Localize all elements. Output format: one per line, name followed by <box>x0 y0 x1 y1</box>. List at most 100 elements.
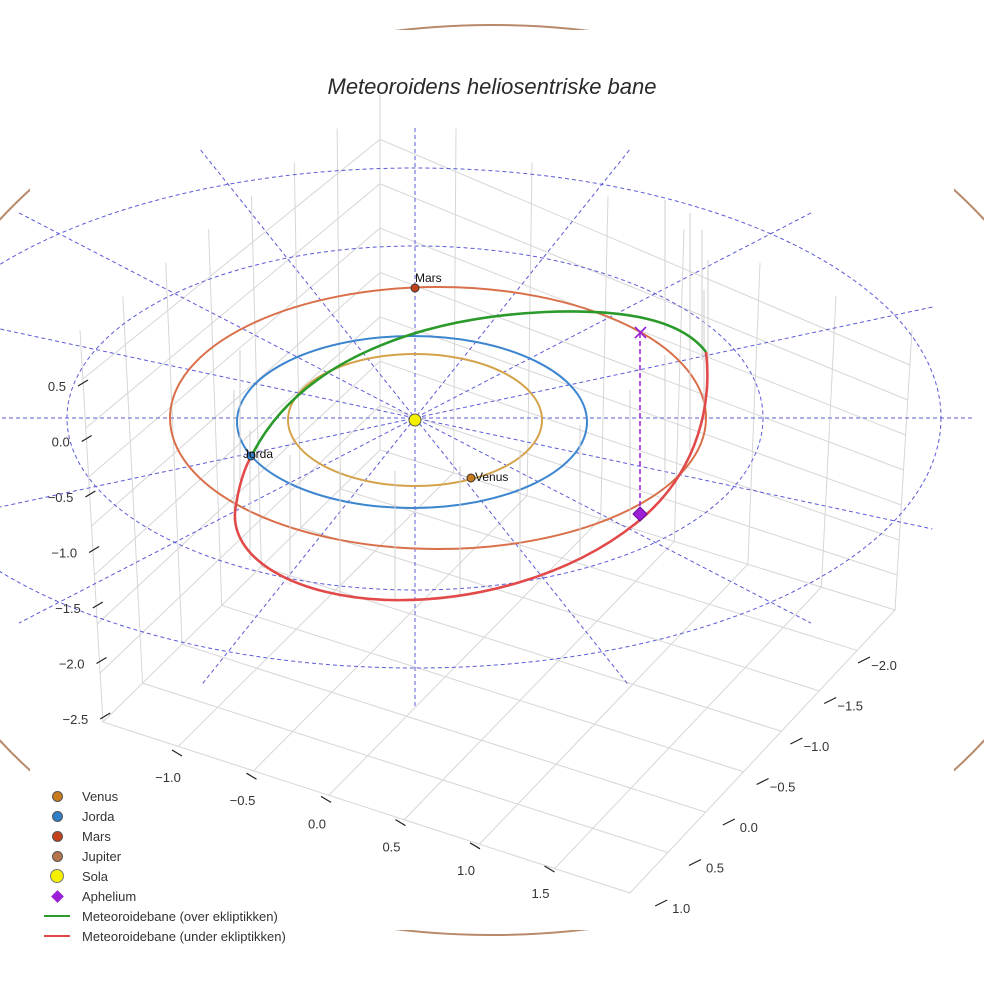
venus-label: Venus <box>475 470 508 484</box>
sun-marker-icon <box>50 869 64 883</box>
ecliptic-spoke <box>18 212 812 624</box>
meteoroid-orbit-above <box>250 310 708 456</box>
mars-label: Mars <box>415 271 442 285</box>
y-tick <box>688 858 702 867</box>
chart-title: Meteoroidens heliosentriske bane <box>327 74 657 99</box>
z-tick <box>88 545 100 554</box>
red-line-icon <box>44 935 70 937</box>
legend-label: Jorda <box>82 808 115 824</box>
earth-marker <box>246 451 256 461</box>
legend-label: Venus <box>82 788 119 804</box>
x-tick <box>469 842 481 850</box>
floor-gridline <box>261 566 782 732</box>
aphelion-marker <box>632 506 648 522</box>
legend-label: Aphelium <box>82 888 137 904</box>
z-tick <box>99 712 111 720</box>
earth-marker-icon <box>51 810 63 822</box>
x-tick <box>246 772 257 780</box>
floor-gridline <box>328 518 602 796</box>
z-tick-label: −0.5 <box>48 490 74 505</box>
y-tick-label: −1.5 <box>837 699 863 714</box>
venus-marker-icon <box>51 790 63 802</box>
z-tick <box>92 601 104 609</box>
venus-orbit <box>287 353 543 487</box>
y-tick-label: 0.0 <box>740 820 758 835</box>
legend-label: Jupiter <box>82 848 122 864</box>
legend-item-jorda[interactable]: Jorda <box>38 806 286 826</box>
legend-item-mars[interactable]: Mars <box>38 826 286 846</box>
legend-item-aphelium[interactable]: Aphelium <box>38 886 286 906</box>
x-tick-label: 0.5 <box>382 840 400 855</box>
legend-label: Meteoroidebane (over ekliptikken) <box>82 908 278 924</box>
diamond-icon <box>50 889 64 903</box>
y-tick-label: −0.5 <box>770 780 796 795</box>
z-tick <box>85 490 96 498</box>
jupiter-orbit <box>0 24 984 936</box>
green-line-icon <box>44 915 70 917</box>
y-tick <box>790 737 803 745</box>
mars-orbit <box>169 286 707 550</box>
sun-marker <box>408 413 422 427</box>
mars-marker <box>410 283 420 293</box>
x-tick <box>171 749 183 757</box>
y-tick-label: −1.0 <box>804 739 830 754</box>
x-tick-label: −0.5 <box>230 793 256 808</box>
z-tick <box>81 434 93 443</box>
y-tick-label: 0.5 <box>706 861 724 876</box>
floor-gridline <box>177 472 454 747</box>
floor-gridline <box>221 604 744 773</box>
y-tick-label: 1.0 <box>672 901 690 916</box>
x-tick <box>544 865 555 873</box>
z-tick-label: −1.0 <box>51 546 77 561</box>
x-tick-label: 1.5 <box>531 886 549 901</box>
floor-gridline <box>142 682 669 854</box>
floor-gridline <box>181 643 706 813</box>
wall-gridline <box>99 405 898 674</box>
floor-gridline <box>340 488 858 651</box>
legend-label: Sola <box>82 868 109 884</box>
legend: Venus Jorda Mars Jupiter Sola Aphelium M… <box>38 786 286 946</box>
z-tick <box>96 656 107 665</box>
y-tick <box>857 656 871 664</box>
wall-gridline <box>94 316 902 576</box>
floor-gridline <box>300 527 820 692</box>
z-tick-label: −2.5 <box>63 712 89 727</box>
wall-gridline <box>91 271 904 527</box>
earth-orbit <box>236 335 588 509</box>
y-tick <box>756 777 769 786</box>
y-tick <box>722 818 736 826</box>
legend-item-orbit-above[interactable]: Meteoroidebane (over ekliptikken) <box>38 906 286 926</box>
z-tick-label: −2.0 <box>59 657 85 672</box>
plot-area <box>30 30 954 930</box>
x-tick <box>320 795 332 803</box>
x-tick-label: −1.0 <box>155 770 181 785</box>
ecliptic-spoke <box>18 212 812 624</box>
floor-gridline <box>253 495 528 772</box>
x-tick-label: 0.0 <box>308 816 326 831</box>
z-tick-label: 0.0 <box>52 435 70 450</box>
legend-label: Meteoroidebane (under ekliptikken) <box>82 928 286 944</box>
z-tick-label: 0.5 <box>48 379 66 394</box>
wall-gridline <box>96 360 900 625</box>
x-tick <box>395 819 406 827</box>
legend-item-jupiter[interactable]: Jupiter <box>38 846 286 866</box>
legend-item-orbit-below[interactable]: Meteoroidebane (under ekliptikken) <box>38 926 286 946</box>
jupiter-marker-icon <box>51 850 63 862</box>
y-tick <box>823 696 837 705</box>
earth-label: Jorda <box>243 447 273 461</box>
wall-gridline <box>88 227 906 478</box>
legend-item-sola[interactable]: Sola <box>38 866 286 886</box>
legend-label: Mars <box>82 828 111 844</box>
y-tick <box>654 899 668 907</box>
venus-marker <box>466 473 476 483</box>
legend-item-venus[interactable]: Venus <box>38 786 286 806</box>
y-tick-label: −2.0 <box>871 658 897 673</box>
aphelion-cross-marker <box>634 326 647 339</box>
floor-gridline <box>403 541 675 821</box>
wall-gridline <box>82 138 911 380</box>
wall-gridline <box>85 183 908 429</box>
ecliptic-spoke <box>0 306 933 508</box>
x-tick-label: 1.0 <box>457 863 475 878</box>
ecliptic-spoke <box>0 328 933 530</box>
floor-gridline <box>554 586 822 869</box>
